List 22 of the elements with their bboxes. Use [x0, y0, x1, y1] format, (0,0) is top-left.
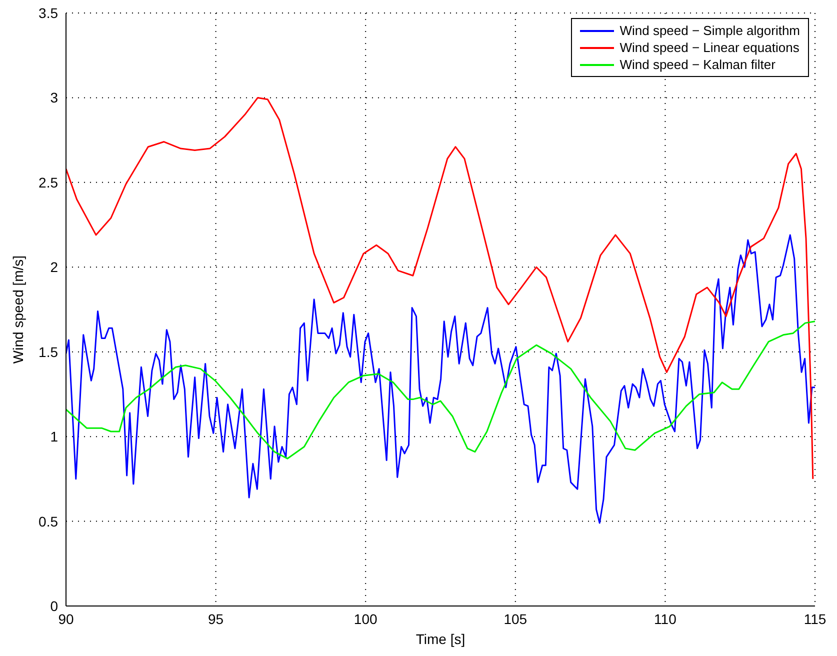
x-tick-label: 95 — [208, 610, 224, 627]
y-tick-label: 3.5 — [38, 4, 58, 21]
x-tick-label: 100 — [354, 610, 378, 627]
x-tick-label: 115 — [804, 610, 826, 627]
y-tick-label: 2 — [50, 259, 58, 276]
line-series — [66, 234, 815, 524]
y-tick-label: 1.5 — [38, 344, 58, 360]
y-tick-label: 0 — [50, 598, 58, 614]
x-tick-label: 105 — [504, 610, 528, 627]
y-tick-label: 2.5 — [38, 174, 58, 190]
y-axis-title: Wind speed [m/s] — [10, 255, 26, 364]
line-series — [66, 320, 815, 460]
x-tick-label: 110 — [654, 610, 677, 627]
y-tick-label: 3 — [50, 90, 58, 106]
legend-label: Wind speed − Kalman filter — [620, 56, 776, 73]
legend-label: Wind speed − Linear equations — [620, 39, 800, 56]
y-tick-label: 1 — [50, 428, 58, 445]
line-series — [66, 96, 814, 480]
legend-label: Wind speed − Simple algorithm — [620, 22, 800, 39]
x-tick-label: 90 — [58, 610, 74, 627]
y-tick-label: 0.5 — [38, 513, 58, 530]
x-axis-title: Time [s] — [416, 631, 466, 647]
